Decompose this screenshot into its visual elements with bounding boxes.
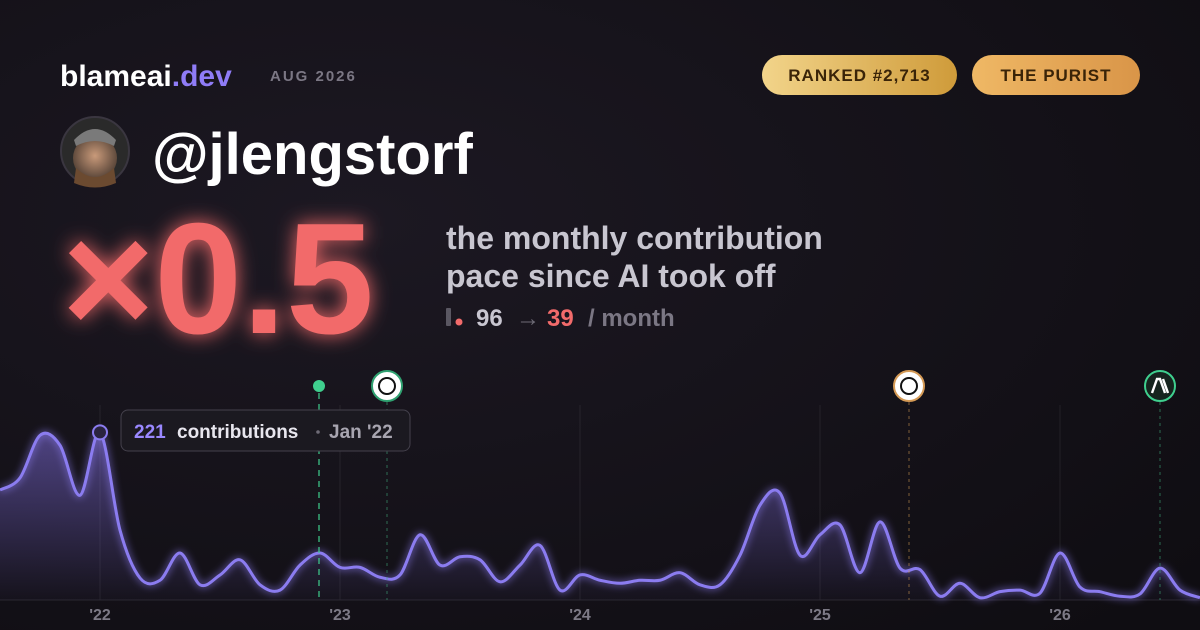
- x-tick-label: '25: [809, 607, 831, 624]
- rank-text: RANKED #2,713: [788, 66, 930, 85]
- chart: '22 '23 '24 '25 '26: [0, 405, 1200, 624]
- tooltip-box: [120, 409, 411, 452]
- tooltip-value: 221: [134, 422, 166, 443]
- x-tick-label: '23: [329, 607, 351, 624]
- caption-line: pace since AI took off: [446, 258, 776, 294]
- rank-badge: [762, 55, 957, 95]
- after-icon: [455, 318, 463, 326]
- multiplier: ×0.5: [62, 191, 374, 367]
- arrow: →: [516, 305, 540, 332]
- caption-line: the monthly contribution: [446, 220, 823, 256]
- title-text: THE PURIST: [1000, 66, 1111, 85]
- x-tick-label: '24: [569, 607, 591, 624]
- x-tick-label: '22: [89, 607, 111, 624]
- tooltip-date: Jan '22: [329, 422, 393, 443]
- unit: / month: [588, 305, 675, 332]
- tooltip: 221 contributions Jan '22: [120, 409, 411, 452]
- brand-tld: .dev: [172, 60, 232, 93]
- tooltip-separator: [316, 430, 320, 434]
- date: AUG 2026: [270, 68, 357, 85]
- tooltip-label: contributions: [177, 422, 298, 443]
- hover-point: [92, 424, 108, 441]
- before-value: 96: [476, 305, 503, 332]
- before-icon: [446, 308, 451, 326]
- line: [0, 430, 1200, 600]
- avatar: [60, 116, 130, 188]
- x-tick-label: '26: [1049, 607, 1071, 624]
- area: [0, 431, 1200, 600]
- title-badge: [972, 55, 1140, 95]
- brand-name: blameai: [60, 60, 172, 93]
- event-markers: [313, 370, 1176, 600]
- after-value: 39: [547, 305, 574, 332]
- handle: @jlengstorf: [152, 122, 473, 187]
